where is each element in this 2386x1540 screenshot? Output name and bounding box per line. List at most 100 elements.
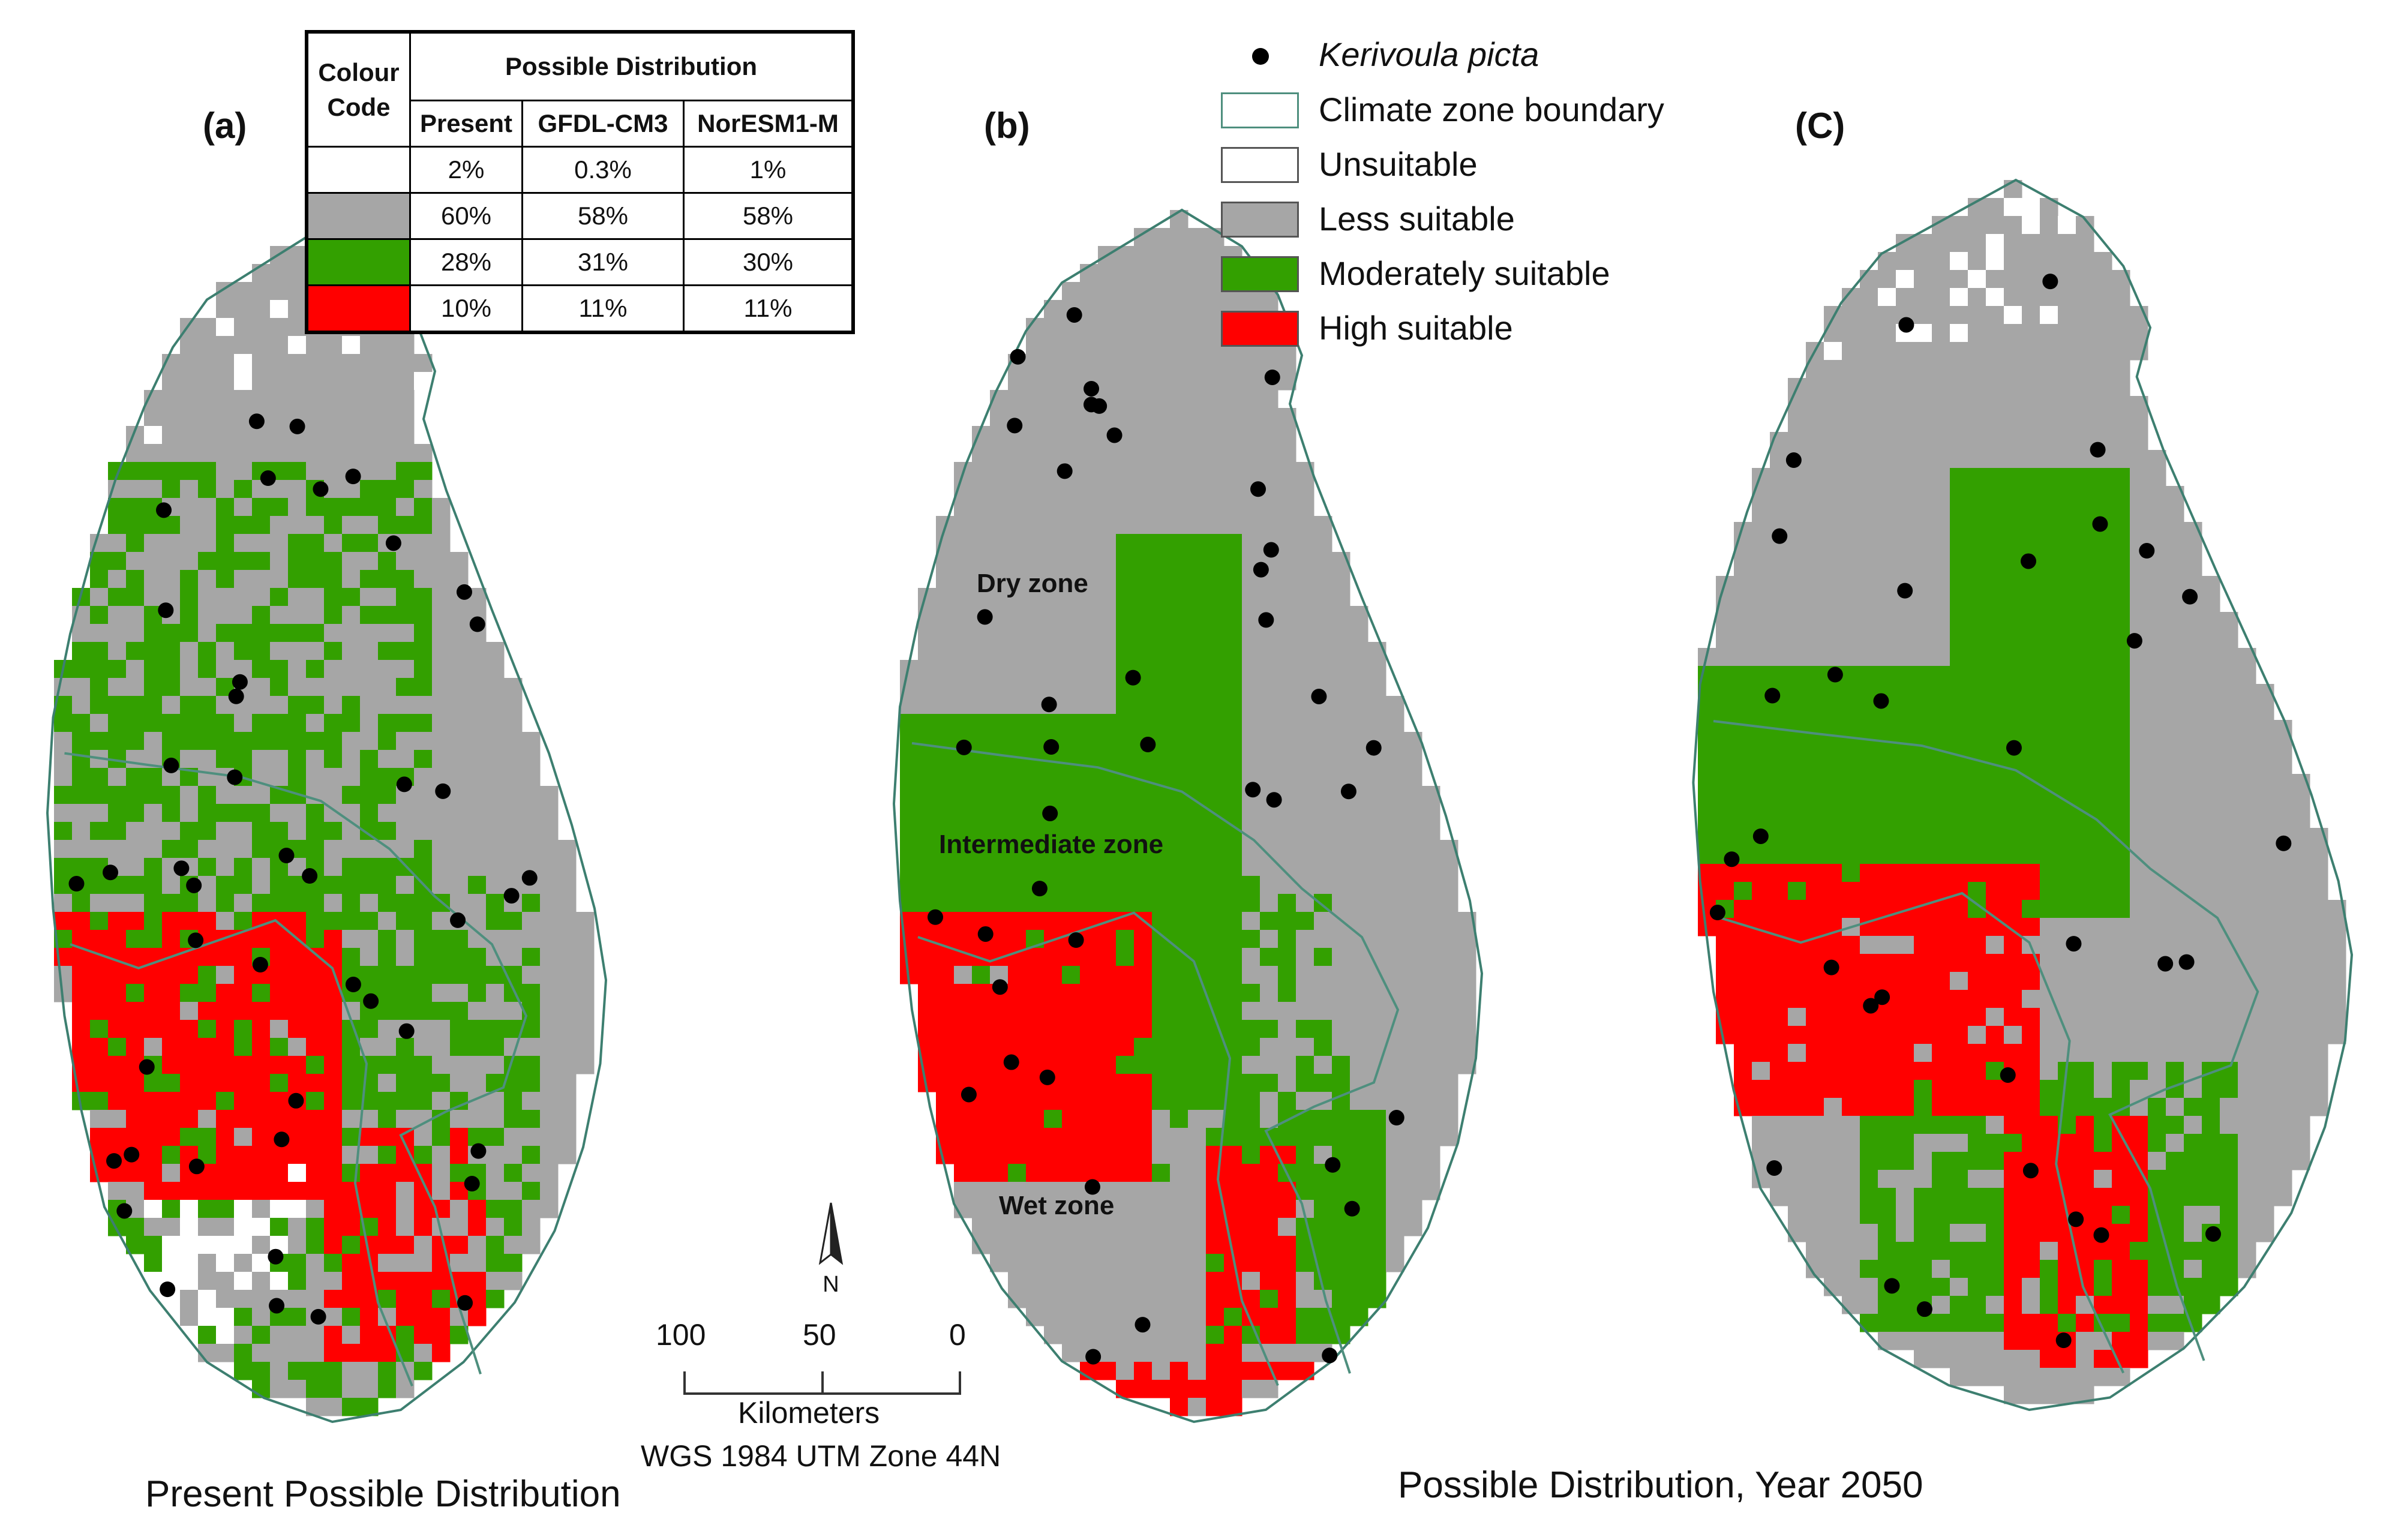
suitability-cell [2184, 684, 2202, 703]
suitability-cell [252, 786, 271, 804]
suitability-cell [1878, 936, 1896, 954]
table-row: 60% 58% 58% [305, 192, 854, 240]
suitability-cell [2274, 918, 2292, 936]
suitability-cell [1170, 318, 1189, 337]
suitability-cell [2148, 990, 2166, 1008]
suitability-cell [1734, 702, 1752, 721]
suitability-cell [522, 894, 541, 912]
suitability-cell [2166, 702, 2184, 721]
suitability-cell [1098, 336, 1117, 355]
suitability-cell [1734, 900, 1752, 918]
legend-item-unsuitable: Unsuitable [1221, 143, 1761, 191]
suitability-cell [1932, 1080, 1950, 1098]
suitability-cell [1986, 810, 2004, 828]
suitability-cell [162, 516, 181, 535]
suitability-cell [126, 732, 145, 751]
suitability-cell [990, 876, 1009, 894]
occurrence-point [1084, 380, 1100, 397]
suitability-cell [1824, 738, 1842, 757]
suitability-cell [1242, 948, 1260, 966]
suitability-cell [288, 1056, 307, 1074]
suitability-cell [1260, 462, 1278, 481]
suitability-cell [990, 624, 1009, 643]
suitability-cell [2022, 1116, 2040, 1134]
suitability-cell [1296, 1164, 1314, 1182]
occurrence-point [1884, 1278, 1900, 1294]
suitability-cell [1080, 732, 1099, 751]
suitability-cell [1806, 1116, 1824, 1134]
suitability-cell [900, 804, 919, 822]
suitability-cell [1260, 696, 1278, 715]
suitability-cell [2310, 972, 2328, 990]
suitability-cell [234, 1308, 253, 1326]
suitability-cell [972, 1200, 991, 1218]
suitability-cell [1044, 1092, 1063, 1110]
suitability-cell [432, 552, 451, 571]
suitability-cell [1008, 372, 1027, 391]
suitability-cell [468, 1272, 487, 1290]
suitability-cell [2094, 1368, 2112, 1386]
suitability-cell [1134, 444, 1153, 463]
suitability-cell [108, 624, 127, 643]
suitability-cell [378, 696, 397, 715]
suitability-cell [1860, 324, 1878, 343]
suitability-cell [2058, 918, 2076, 936]
suitability-cell [396, 984, 415, 1002]
suitability-cell [2148, 612, 2166, 631]
suitability-cell [72, 840, 91, 858]
suitability-cell [2112, 1062, 2130, 1080]
suitability-cell [216, 462, 235, 481]
suitability-cell [216, 372, 235, 391]
suitability-cell [360, 768, 379, 786]
suitability-cell [2130, 738, 2148, 757]
suitability-cell [1806, 990, 1824, 1008]
suitability-cell [2256, 702, 2274, 721]
occurrence-point [173, 860, 190, 876]
suitability-cell [1278, 912, 1296, 930]
suitability-cell [324, 858, 343, 876]
suitability-cell [972, 444, 991, 463]
suitability-cell [396, 444, 415, 463]
suitability-cell [1896, 828, 1914, 846]
suitability-cell [954, 768, 973, 786]
suitability-cell [1914, 774, 1932, 792]
suitability-cell [216, 1326, 235, 1344]
suitability-cell [576, 966, 595, 984]
suitability-cell [2274, 1098, 2292, 1116]
suitability-cell [1986, 378, 2004, 397]
suitability-cell [432, 498, 451, 517]
occurrence-point [1125, 670, 1141, 686]
suitability-cell [1242, 408, 1260, 427]
suitability-cell [1134, 1380, 1153, 1398]
suitability-cell [2058, 648, 2076, 667]
suitability-cell [2148, 504, 2166, 523]
suitability-cell [2274, 1134, 2292, 1152]
suitability-cell [990, 642, 1009, 661]
suitability-cell [1224, 426, 1242, 445]
suitability-cell [360, 552, 379, 571]
suitability-cell [288, 642, 307, 661]
suitability-cell [2166, 1008, 2184, 1026]
suitability-cell [2202, 1206, 2220, 1224]
suitability-cell [1860, 954, 1878, 972]
suitability-cell [180, 642, 199, 661]
suitability-cell [1860, 756, 1878, 774]
suitability-cell [144, 858, 163, 876]
suitability-cell [198, 714, 217, 733]
suitability-cell [1314, 552, 1332, 571]
suitability-cell [2130, 576, 2148, 595]
suitability-cell [378, 1056, 397, 1074]
suitability-cell [1932, 234, 1950, 253]
suitability-cell [2004, 540, 2022, 559]
suitability-cell [270, 642, 289, 661]
suitability-cell [504, 714, 523, 733]
suitability-cell [918, 678, 937, 697]
suitability-cell [2058, 252, 2076, 271]
suitability-cell [396, 1200, 415, 1218]
suitability-cell [396, 714, 415, 733]
suitability-cell [378, 804, 397, 822]
suitability-cell [2058, 1278, 2076, 1296]
suitability-cell [1008, 912, 1027, 930]
suitability-cell [2256, 918, 2274, 936]
suitability-cell [1734, 576, 1752, 595]
